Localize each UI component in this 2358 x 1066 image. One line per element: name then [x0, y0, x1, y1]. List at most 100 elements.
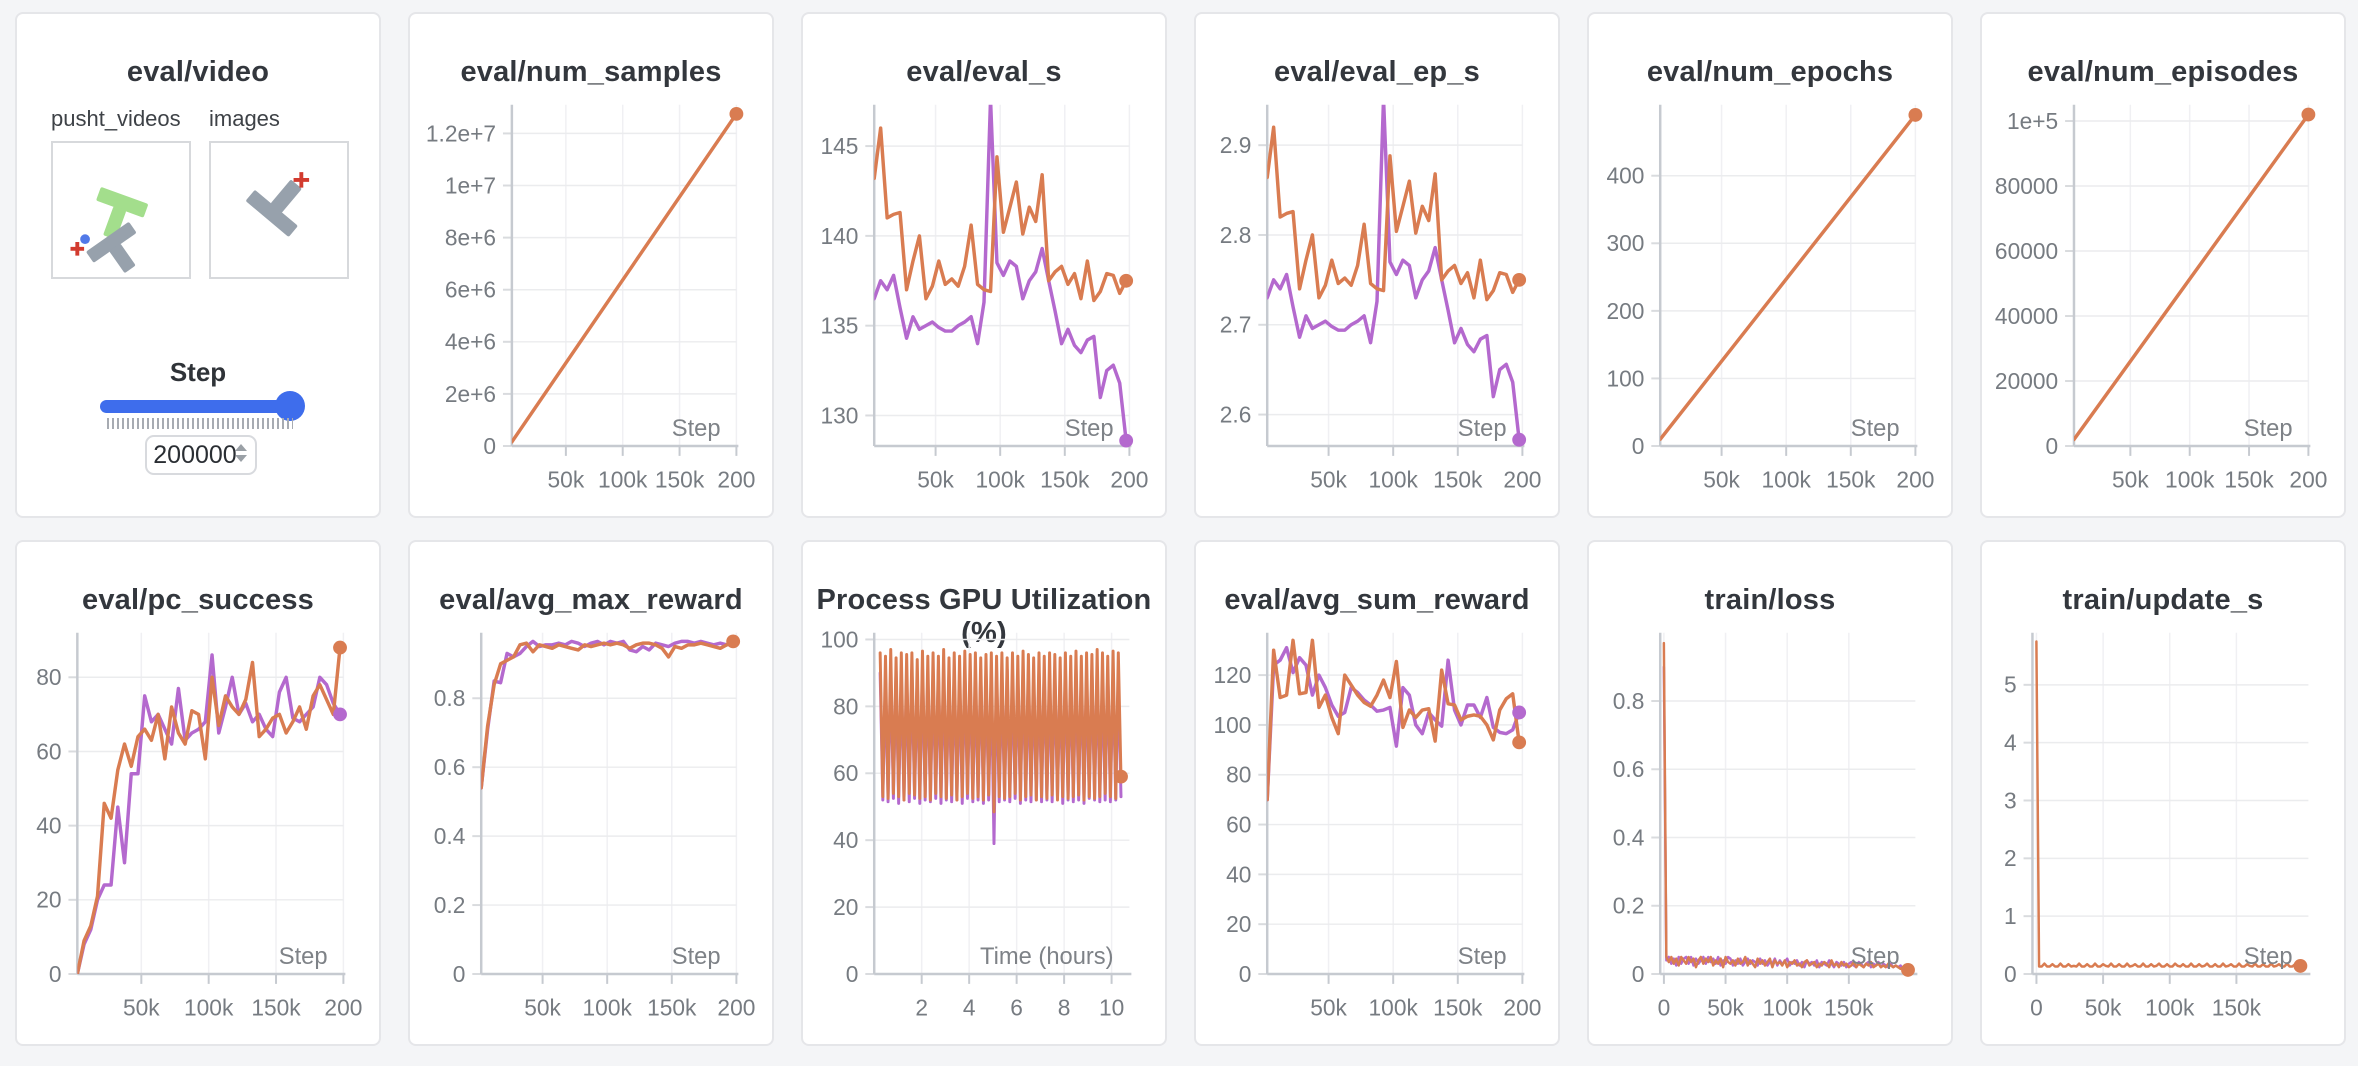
agent-dot-icon: [80, 234, 90, 244]
panel-eval-eval-s: eval/eval_s 50k 100k 150k 200 130 135 140 145 Ste…: [801, 12, 1167, 518]
svg-text:100k: 100k: [1763, 995, 1813, 1021]
chart-canvas[interactable]: 50k 100k 150k 200 0 20 40 60 80 100 120 Step: [1196, 542, 1558, 1044]
series-run-orange: [2035, 640, 2302, 968]
chart-canvas[interactable]: 50k 100k 150k 200 0 20000 40000 60000 80000 1e+5 S…: [1982, 14, 2344, 516]
x-axis-label: Step: [279, 944, 328, 970]
x-axis-label: Step: [1851, 944, 1900, 970]
svg-text:5: 5: [2004, 672, 2017, 698]
x-axis-label: Step: [672, 944, 721, 970]
svg-text:150k: 150k: [1826, 467, 1876, 493]
svg-text:50k: 50k: [548, 467, 585, 493]
svg-text:150k: 150k: [1433, 467, 1483, 493]
svg-text:100k: 100k: [1369, 995, 1419, 1021]
step-input[interactable]: 200000: [145, 435, 257, 475]
panel-title: Process GPU Utilization (%): [816, 584, 1152, 649]
step-slider-label: Step: [169, 357, 227, 387]
chart-canvas[interactable]: 0 50k 100k 150k 0 1 2 3 4 5 Step: [1982, 542, 2344, 1044]
svg-text:0: 0: [1632, 961, 1645, 987]
step-slider-handle[interactable]: [275, 391, 305, 421]
svg-text:6e+6: 6e+6: [445, 277, 496, 303]
svg-text:0: 0: [1632, 433, 1645, 459]
step-slider[interactable]: [100, 391, 305, 421]
last-point-dot-run-orange: [1119, 273, 1134, 288]
svg-text:100: 100: [1606, 365, 1644, 391]
last-point-dot-run-orange: [729, 106, 744, 121]
svg-text:100k: 100k: [1369, 467, 1419, 493]
svg-text:0.8: 0.8: [1613, 688, 1645, 714]
x-axis-label: Step: [672, 416, 721, 442]
series-run-orange: [1662, 641, 1910, 972]
svg-text:100k: 100k: [976, 467, 1026, 493]
svg-text:200: 200: [717, 467, 755, 493]
svg-text:0: 0: [2004, 961, 2017, 987]
svg-text:50k: 50k: [917, 467, 954, 493]
svg-text:0.6: 0.6: [434, 754, 466, 780]
panel-title: train/loss: [1704, 584, 1836, 616]
panel-title: eval/num_epochs: [1646, 56, 1894, 88]
chart-canvas[interactable]: 50k 100k 150k 200 2.6 2.7 2.8 2.9 Step: [1196, 14, 1558, 516]
panel-eval-num-epochs: eval/num_epochs 50k 100k 150k 200 0 100 200 300 4…: [1587, 12, 1953, 518]
target-cross-icon: [70, 242, 85, 256]
svg-text:100k: 100k: [1762, 467, 1812, 493]
svg-text:0: 0: [49, 961, 62, 987]
last-point-dot-run-orange: [2301, 107, 2316, 122]
svg-text:50k: 50k: [2112, 467, 2149, 493]
panel-eval-num-episodes: eval/num_episodes 50k 100k 150k 200 0 20000 400…: [1980, 12, 2346, 518]
last-point-dot-run-orange: [333, 640, 347, 655]
series-run-orange: [1267, 125, 1521, 302]
svg-text:50k: 50k: [1703, 467, 1740, 493]
series-run-orange: [1267, 638, 1521, 802]
panel-eval-num-samples: eval/num_samples 50k 100k 150k 200 0 2e+6 4e+6 6…: [408, 12, 774, 518]
last-point-dot-run-orange: [1114, 769, 1128, 784]
svg-text:150k: 150k: [2224, 467, 2274, 493]
last-point-dot-run-purple: [1512, 432, 1527, 447]
svg-text:120: 120: [1213, 662, 1251, 688]
x-axis-label: Step: [2244, 416, 2293, 442]
stepper-arrows-icon[interactable]: [235, 444, 247, 462]
svg-text:150k: 150k: [1040, 467, 1090, 493]
svg-text:2.9: 2.9: [1220, 132, 1252, 158]
svg-text:135: 135: [820, 313, 858, 339]
svg-text:50k: 50k: [1707, 995, 1744, 1021]
svg-text:20: 20: [36, 887, 61, 913]
panel-title: train/update_s: [2062, 584, 2264, 616]
svg-text:0: 0: [846, 961, 859, 987]
last-point-dot-run-orange: [1901, 962, 1915, 977]
svg-text:3: 3: [2004, 787, 2017, 813]
chart-canvas[interactable]: 50k 100k 150k 200 130 135 140 145 Step: [803, 14, 1165, 516]
panel-eval-avg-sum-reward: eval/avg_sum_reward 50k 100k 150k 200 0 20 40 60…: [1194, 540, 1560, 1046]
chart-canvas[interactable]: 50k 100k 150k 200 0 2e+6 4e+6 6e+6 8e+6 1e+7 1.2e+…: [410, 14, 772, 516]
panel-title: eval/eval_s: [906, 56, 1062, 88]
x-axis-label: Step: [1851, 416, 1900, 442]
chart-canvas[interactable]: 50k 100k 150k 200 0 100 200 300 400 Step: [1589, 14, 1951, 516]
svg-text:0.2: 0.2: [1613, 893, 1645, 919]
svg-text:2: 2: [2004, 845, 2017, 871]
pusht-video-thumbnail[interactable]: [51, 141, 191, 279]
chart-canvas[interactable]: 0 50k 100k 150k 0 0.2 0.4 0.6 0.8 Step: [1589, 542, 1951, 1044]
svg-text:80: 80: [833, 693, 858, 719]
svg-text:20: 20: [833, 894, 858, 920]
svg-text:200: 200: [1606, 298, 1644, 324]
svg-text:2e+6: 2e+6: [445, 381, 496, 407]
svg-text:200: 200: [717, 995, 755, 1021]
panel-title: eval/pc_success: [82, 584, 314, 616]
chart-canvas[interactable]: 50k 100k 150k 200 0 20 40 60 80 Step: [17, 542, 379, 1044]
series-run-purple: [1267, 104, 1521, 442]
svg-text:0: 0: [1658, 995, 1671, 1021]
svg-text:0: 0: [2046, 433, 2059, 459]
svg-text:400: 400: [1606, 163, 1644, 189]
svg-text:0: 0: [2030, 995, 2043, 1021]
svg-text:300: 300: [1606, 230, 1644, 256]
svg-text:20000: 20000: [1995, 368, 2058, 394]
svg-text:60000: 60000: [1995, 238, 2058, 264]
panel-title: eval/num_episodes: [2027, 56, 2299, 88]
images-thumbnail[interactable]: [209, 141, 349, 279]
panel-eval-avg-max-reward: eval/avg_max_reward 50k 100k 150k 200 0 0.2 0.4…: [408, 540, 774, 1046]
svg-text:40000: 40000: [1995, 303, 2058, 329]
svg-text:2.7: 2.7: [1220, 312, 1252, 338]
x-axis-label: Step: [1065, 416, 1114, 442]
series-run-orange: [2073, 112, 2309, 442]
chart-canvas[interactable]: 50k 100k 150k 200 0 0.2 0.4 0.6 0.8 Step: [410, 542, 772, 1044]
svg-text:80: 80: [36, 664, 61, 690]
